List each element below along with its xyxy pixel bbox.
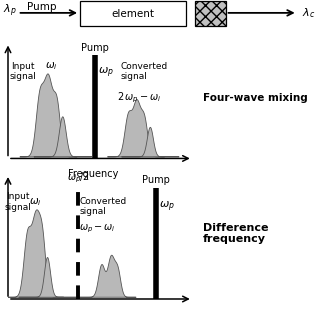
Text: $\lambda_p$: $\lambda_p$ [3, 2, 17, 19]
Text: Converted
signal: Converted signal [120, 61, 168, 81]
Text: $\omega_p$: $\omega_p$ [159, 199, 175, 213]
Text: $\lambda_c$: $\lambda_c$ [302, 6, 316, 20]
Text: $\omega_p$: $\omega_p$ [99, 66, 114, 80]
Text: Input
signal: Input signal [4, 192, 31, 212]
Text: $\omega_p - \omega_i$: $\omega_p - \omega_i$ [79, 223, 116, 235]
Text: $\omega_p/2$: $\omega_p/2$ [67, 171, 90, 186]
Text: Pump: Pump [27, 2, 56, 12]
Text: Frequency: Frequency [68, 169, 119, 179]
Bar [195, 2, 226, 27]
Text: Difference
frequency: Difference frequency [203, 223, 269, 244]
Text: $\omega_i$: $\omega_i$ [44, 60, 57, 72]
Text: $2\,\omega_p - \omega_i$: $2\,\omega_p - \omega_i$ [116, 91, 161, 106]
Text: Input
signal: Input signal [10, 61, 37, 81]
Text: Four-wave mixing: Four-wave mixing [203, 92, 308, 103]
Text: $\omega_i$: $\omega_i$ [29, 196, 42, 208]
Text: Pump: Pump [142, 175, 170, 186]
Text: Pump: Pump [81, 43, 108, 53]
Text: Converted
signal: Converted signal [79, 197, 127, 216]
Text: element: element [111, 9, 154, 19]
Bar [80, 2, 186, 27]
